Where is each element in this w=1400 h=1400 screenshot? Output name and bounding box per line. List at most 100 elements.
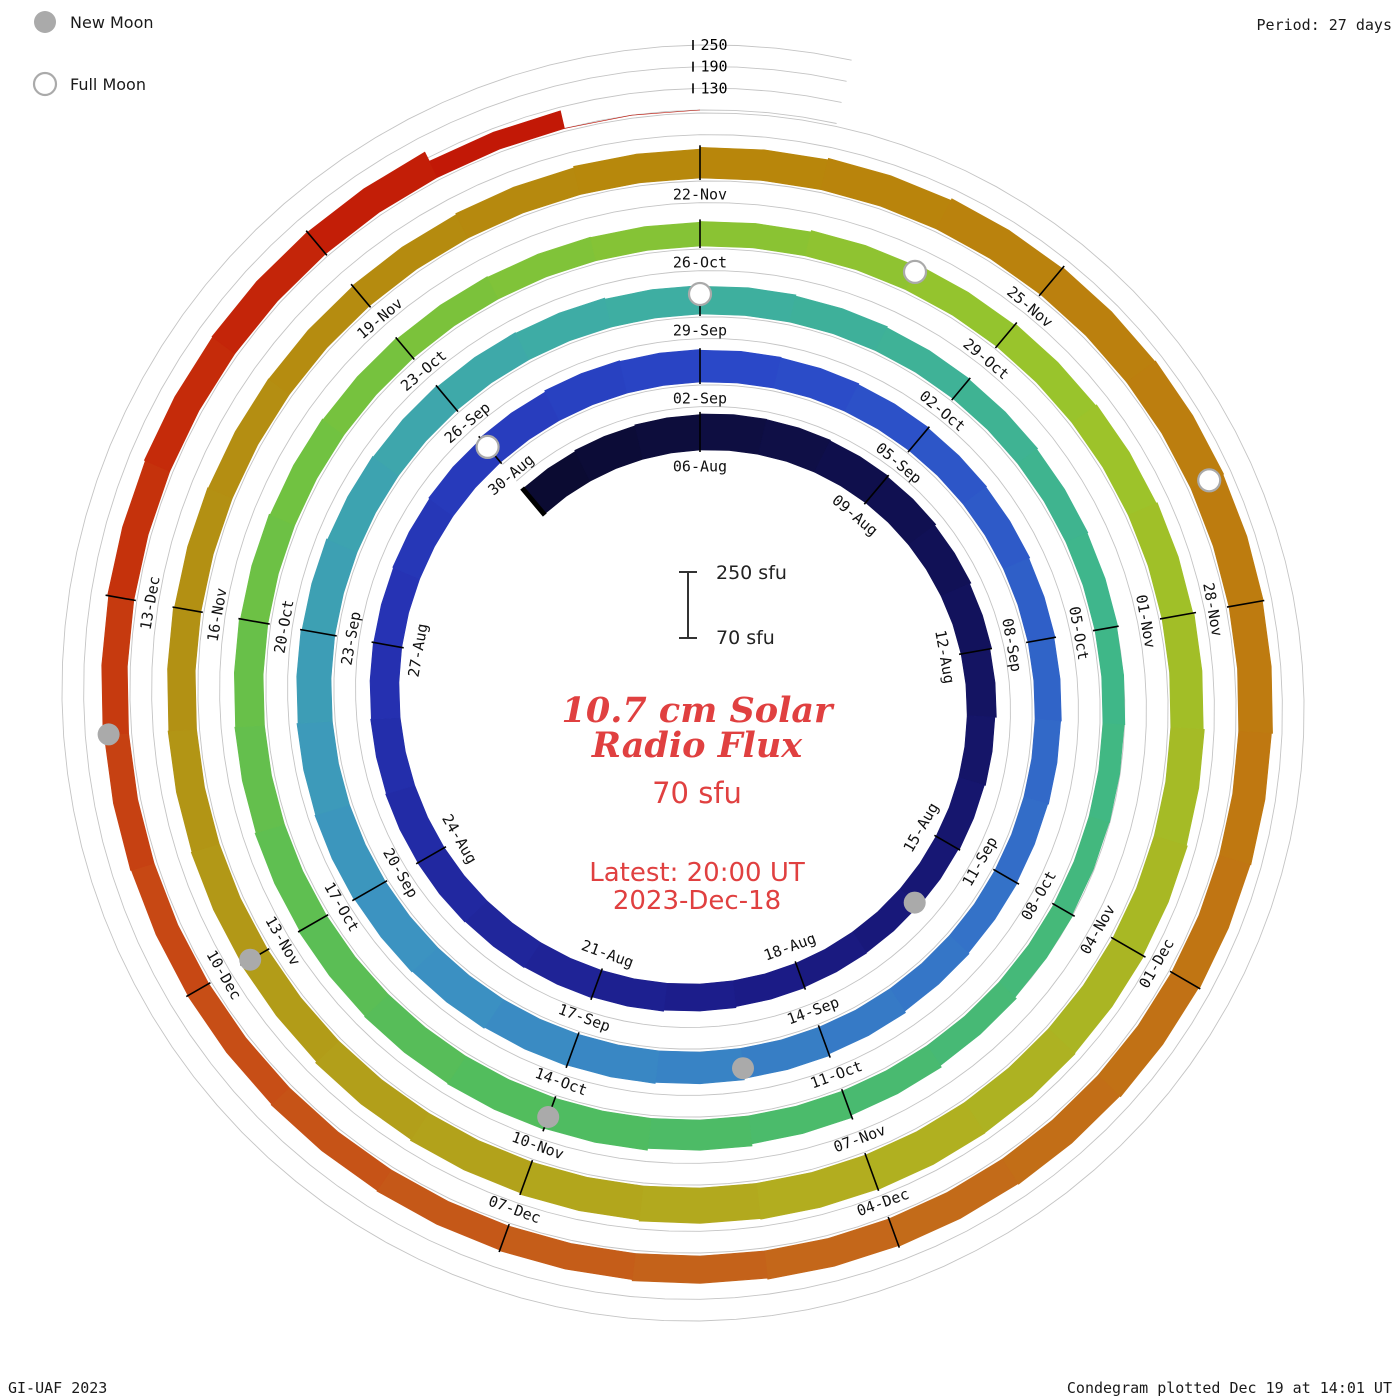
flux-segment — [1023, 719, 1062, 805]
scale-top-label: 250 sfu — [716, 562, 787, 584]
flux-segment — [233, 618, 269, 728]
flux-segment — [949, 869, 1018, 954]
date-tick — [185, 982, 211, 998]
date-tick — [498, 1223, 510, 1253]
spiral-start-cap — [520, 486, 547, 517]
flux-segment — [699, 146, 829, 190]
flux-segment — [515, 297, 612, 360]
date-tick — [864, 1152, 880, 1192]
flux-segment — [908, 427, 988, 505]
flux-segment — [1094, 626, 1126, 726]
date-tick — [1169, 970, 1201, 990]
flux-segment — [732, 962, 806, 1008]
date-tick — [105, 594, 136, 602]
gridline-190-sfu — [83, 66, 1283, 1300]
flux-segment — [487, 236, 597, 300]
flux-segment — [564, 109, 701, 129]
flux-segment — [566, 1033, 660, 1084]
date-tick — [305, 230, 328, 256]
flux-segment — [376, 1169, 509, 1251]
flux-segment — [190, 843, 269, 965]
flux-segment — [908, 524, 972, 597]
flux-segment — [364, 993, 467, 1084]
date-tick — [907, 426, 931, 453]
full-moon-marker — [687, 281, 713, 307]
flux-segment — [392, 498, 454, 580]
flux-segment — [865, 1102, 986, 1191]
flux-segment — [638, 1183, 761, 1224]
full-moon-legend-label: Full Moon — [70, 75, 146, 94]
date-tick — [351, 880, 388, 902]
date-tick — [1110, 936, 1146, 958]
flux-segment — [631, 1250, 768, 1284]
flux-segment — [820, 157, 952, 230]
spiral-plot: 06-Aug09-Aug12-Aug15-Aug18-Aug21-Aug24-A… — [61, 40, 1305, 1322]
full-moon-icon — [32, 71, 58, 97]
date-label: 12-Aug — [931, 629, 958, 685]
date-tick — [371, 641, 404, 649]
flux-segment — [207, 378, 290, 499]
date-tick — [817, 1025, 831, 1058]
flux-segment — [315, 1040, 429, 1140]
flux-segment — [663, 980, 737, 1012]
date-label: 06-Aug — [673, 458, 727, 476]
flux-segment — [748, 1090, 853, 1145]
flux-segment — [1088, 723, 1125, 823]
flux-segment — [789, 295, 888, 351]
flux-segment — [1071, 404, 1157, 516]
flux-segment — [130, 863, 210, 997]
date-label: 27-Aug — [404, 622, 431, 678]
flux-segment — [370, 717, 416, 795]
chart-title-line1: 10.7 cm Solar — [562, 690, 836, 731]
flux-segment — [619, 349, 701, 394]
date-tick — [887, 1216, 901, 1248]
flux-segment — [936, 198, 1063, 295]
date-tick — [299, 628, 337, 637]
flux-segment — [699, 349, 782, 389]
axis-label-250: 250 — [700, 36, 727, 54]
flux-segment — [804, 230, 919, 291]
date-tick — [951, 377, 971, 401]
date-label: 13-Dec — [137, 575, 164, 631]
date-tick — [350, 283, 372, 308]
date-tick — [565, 1032, 580, 1069]
new-moon-legend-label: New Moon — [70, 13, 154, 32]
flux-segment — [1017, 448, 1089, 543]
date-label: 26-Oct — [673, 254, 727, 272]
scale-bottom-label: 70 sfu — [716, 627, 775, 649]
date-tick — [297, 914, 329, 933]
flux-segment — [322, 337, 414, 436]
flux-segment — [1027, 637, 1062, 722]
flux-segment — [1112, 835, 1188, 957]
new-moon-marker — [239, 948, 262, 971]
flux-segment — [298, 915, 389, 1017]
date-tick — [1025, 636, 1057, 644]
axis-label-130: 130 — [700, 79, 727, 97]
flux-segment — [699, 221, 812, 257]
flux-band — [101, 109, 1273, 1284]
flux-segment — [634, 414, 701, 460]
flux-segment — [1219, 731, 1272, 866]
new-moon-marker — [97, 723, 120, 746]
date-label: 16-Nov — [204, 587, 231, 643]
flux-segment — [270, 1087, 392, 1192]
date-label: 29-Sep — [673, 322, 727, 340]
flux-segment — [654, 1048, 745, 1085]
date-tick — [994, 321, 1018, 349]
flux-segment — [234, 725, 285, 834]
flux-segment — [499, 1225, 636, 1281]
flux-segment — [994, 796, 1049, 884]
date-tick — [519, 1159, 534, 1196]
flux-segment — [889, 935, 970, 1012]
gridline-250-sfu — [61, 44, 1305, 1322]
date-tick — [1051, 902, 1076, 917]
flux-segment — [960, 648, 997, 718]
date-tick — [1226, 599, 1265, 608]
date-tick — [933, 834, 961, 851]
date-label: 20-Oct — [270, 598, 297, 654]
date-tick — [395, 336, 415, 361]
flux-segment — [167, 728, 220, 853]
flux-segment — [757, 419, 831, 473]
new-moon-marker — [903, 891, 926, 914]
